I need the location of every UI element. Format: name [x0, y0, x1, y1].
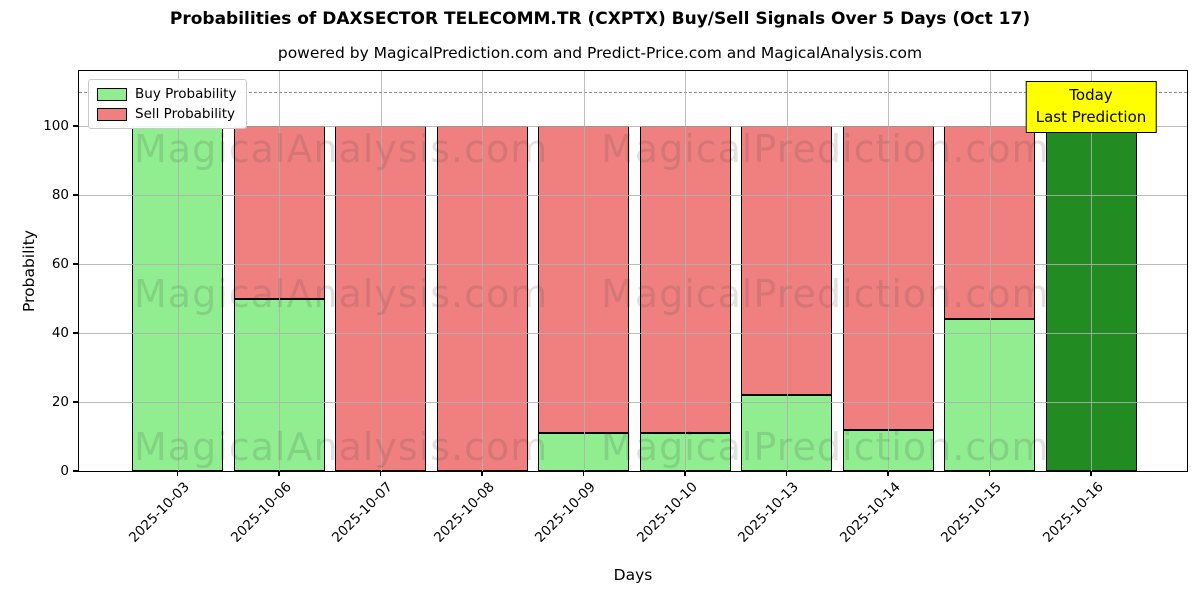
x-tick-mark — [887, 471, 889, 476]
y-tick-label-40: 40 — [51, 325, 69, 342]
x-tick-label-2025-10-14: 2025-10-14 — [836, 479, 904, 546]
y-tick-mark — [73, 263, 78, 265]
gridline-h-20 — [79, 402, 1187, 404]
y-tick-label-0: 0 — [60, 463, 69, 479]
x-tick-label-2025-10-06: 2025-10-06 — [227, 479, 295, 546]
y-tick-label-80: 80 — [51, 187, 69, 204]
x-tick-mark — [582, 471, 585, 476]
x-tick-mark — [1090, 471, 1092, 476]
x-tick-mark — [684, 471, 686, 476]
watermark-analysis: MagicalAnalysis.com — [134, 272, 549, 316]
legend-label-sell: Sell Probability — [135, 106, 236, 122]
y-tick-mark — [73, 125, 78, 127]
gridline-h-60 — [79, 264, 1187, 266]
gridline-h-100 — [79, 126, 1187, 128]
gridline-v — [786, 71, 788, 471]
buy-swatch-icon — [97, 87, 127, 101]
x-tick-mark — [988, 471, 991, 476]
watermark-prediction: MagicalPrediction.com — [601, 272, 1050, 316]
x-axis-label: Days — [613, 566, 653, 584]
legend-item-buy: Buy Probability — [97, 87, 236, 101]
x-tick-mark — [785, 471, 788, 476]
chart-title: Probabilities of DAXSECTOR TELECOMM.TR (… — [169, 9, 1031, 29]
gridline-v — [583, 71, 585, 471]
x-tick-mark — [278, 471, 280, 476]
y-tick-mark — [73, 470, 78, 472]
x-tick-mark — [379, 471, 382, 476]
x-tick-label-2025-10-08: 2025-10-08 — [430, 479, 498, 546]
gridline-v — [279, 71, 280, 471]
x-tick-label-2025-10-15: 2025-10-15 — [938, 479, 1005, 546]
x-tick-label-2025-10-16: 2025-10-16 — [1039, 479, 1107, 546]
watermark-analysis: MagicalAnalysis.com — [134, 425, 549, 469]
chart-subtitle: powered by MagicalPrediction.com and Pre… — [277, 44, 923, 62]
watermark-prediction: MagicalPrediction.com — [601, 425, 1050, 469]
dashed-threshold-line — [79, 91, 1187, 93]
gridline-v — [177, 71, 179, 471]
today-annotation-line2: Last Prediction — [1035, 107, 1147, 126]
x-tick-label-2025-10-10: 2025-10-10 — [633, 479, 701, 546]
watermark-prediction: MagicalPrediction.com — [601, 127, 1050, 171]
watermark-analysis: MagicalAnalysis.com — [134, 127, 549, 171]
x-tick-label-2025-10-07: 2025-10-07 — [329, 479, 396, 546]
legend: Buy Probability Sell Probability — [88, 79, 248, 129]
legend-item-sell: Sell Probability — [97, 107, 236, 121]
x-tick-label-2025-10-09: 2025-10-09 — [532, 479, 599, 546]
gridline-v — [1091, 71, 1092, 471]
plot-area: Probability Days Buy Probability Sell Pr… — [20, 70, 1188, 584]
gridline-v — [989, 71, 991, 471]
gridline-v — [685, 71, 686, 471]
gridline-h-80 — [79, 195, 1187, 197]
gridline-v — [888, 71, 889, 471]
gridline-v — [482, 71, 483, 471]
gridline-v — [380, 71, 382, 471]
sell-swatch-icon — [97, 107, 127, 121]
y-tick-label-20: 20 — [51, 394, 69, 411]
x-tick-mark — [176, 471, 179, 476]
y-tick-label-60: 60 — [51, 256, 69, 273]
y-tick-label-100: 100 — [43, 118, 69, 135]
y-tick-mark — [73, 401, 78, 403]
y-tick-mark — [73, 332, 78, 334]
gridline-h-40 — [79, 333, 1187, 335]
today-annotation-line1: Today — [1069, 86, 1113, 104]
legend-label-buy: Buy Probability — [135, 86, 237, 102]
y-tick-mark — [73, 194, 78, 196]
x-tick-mark — [481, 471, 483, 476]
today-annotation: Today Last Prediction — [1025, 81, 1157, 133]
x-tick-label-2025-10-13: 2025-10-13 — [735, 479, 802, 546]
x-tick-label-2025-10-03: 2025-10-03 — [126, 479, 193, 546]
